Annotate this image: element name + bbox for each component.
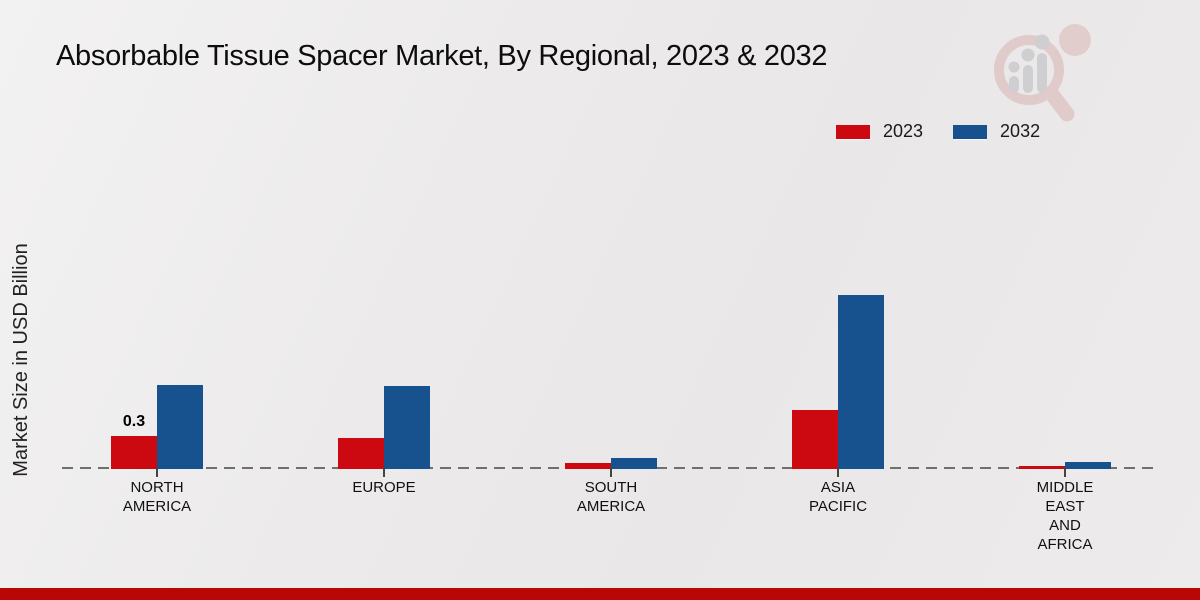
x-axis-tick-europe xyxy=(383,467,385,477)
x-axis-tick-middle-east-and-africa xyxy=(1064,467,1066,477)
legend-swatch-2023 xyxy=(836,124,870,139)
legend: 2023 2032 xyxy=(836,121,1040,142)
chart-title: Absorbable Tissue Spacer Market, By Regi… xyxy=(56,40,828,72)
legend-item-2032: 2032 xyxy=(953,121,1040,142)
category-label-middle-east-and-africa: MIDDLE EAST AND AFRICA xyxy=(1036,479,1094,553)
bar-2032-middle-east-and-africa xyxy=(1065,462,1111,469)
logo-accent-dot xyxy=(1059,24,1091,56)
bar-2032-asia-pacific xyxy=(838,295,884,469)
magnifier-handle xyxy=(1043,85,1075,122)
x-axis-tick-north-america xyxy=(156,467,158,477)
x-axis-tick-asia-pacific xyxy=(837,467,839,477)
bar-2032-europe xyxy=(384,386,430,469)
logo-bars xyxy=(1008,34,1050,93)
bar-2032-south-america xyxy=(611,458,657,469)
category-label-europe: EUROPE xyxy=(352,479,416,496)
legend-swatch-2032 xyxy=(953,124,988,139)
bar-2023-europe xyxy=(338,438,384,469)
magnifier-bar-chart-logo-icon xyxy=(994,24,1091,122)
legend-item-2023: 2023 xyxy=(836,121,923,142)
bar-2023-south-america xyxy=(565,463,611,469)
category-label-south-america: SOUTH AMERICA xyxy=(576,479,646,515)
bar-2032-north-america xyxy=(157,385,203,469)
y-axis-label: Market Size in USD Billion xyxy=(10,243,32,477)
category-label-asia-pacific: ASIA PACIFIC xyxy=(808,479,868,515)
legend-label-2032: 2032 xyxy=(1000,121,1041,141)
legend-label-2023: 2023 xyxy=(883,121,924,141)
magnifier-ring xyxy=(994,35,1064,105)
bar-2023-asia-pacific xyxy=(792,410,838,469)
value-label-2023-north-america: 0.3 xyxy=(122,413,146,430)
category-label-north-america: NORTH AMERICA xyxy=(122,479,192,515)
bar-2023-middle-east-and-africa xyxy=(1019,466,1065,469)
x-axis-tick-south-america xyxy=(610,467,612,477)
bar-2023-north-america xyxy=(111,436,157,469)
footer-accent-bar xyxy=(0,588,1200,600)
